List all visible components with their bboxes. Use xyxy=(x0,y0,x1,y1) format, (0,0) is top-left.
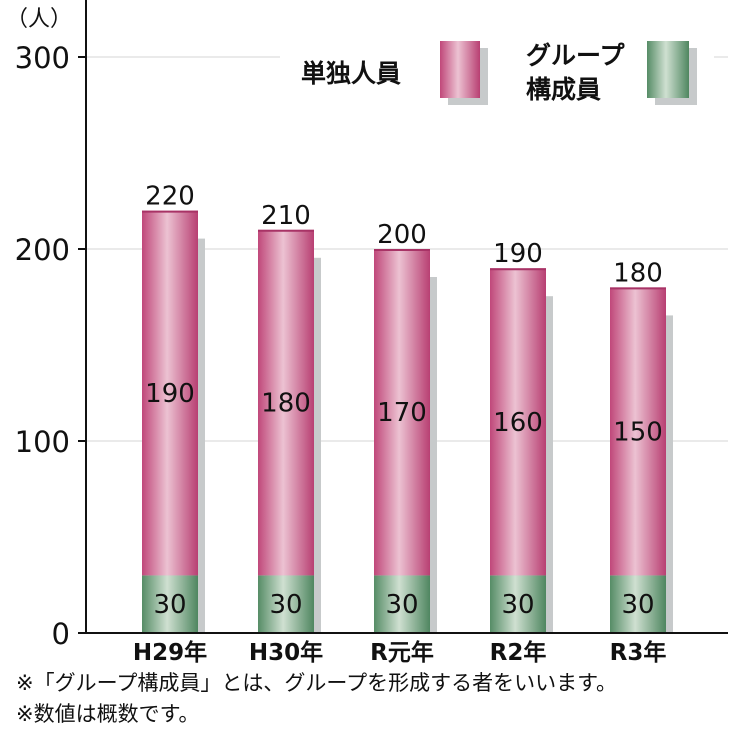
legend-box xyxy=(280,22,714,119)
legend: 単独人員 グループ 構成員 xyxy=(280,22,714,119)
bar-solo-label: 180 xyxy=(261,389,311,419)
bar-group-label: 30 xyxy=(269,590,302,620)
bar-segment-solo xyxy=(490,268,546,576)
legend-swatch-group xyxy=(647,41,689,98)
bar-group-label: 30 xyxy=(501,590,534,620)
legend-label-solo: 単独人員 xyxy=(301,59,401,88)
legend-label-group-line1: グループ xyxy=(526,41,626,70)
bar-segment-group xyxy=(610,575,666,633)
bar-total-label: 220 xyxy=(145,182,195,212)
bar-solo-label: 190 xyxy=(145,379,195,409)
y-tick-label: 0 xyxy=(52,617,70,651)
legend-label-group-line2: 構成員 xyxy=(526,75,601,104)
axes xyxy=(78,0,728,634)
x-tick-label: H29年 xyxy=(133,639,207,666)
bar-segment-group xyxy=(490,575,546,633)
stacked-bar-chart: （人） 0 100 200 300 220 190 30 H29年 210 180 30 H30年 20… xyxy=(6,0,728,666)
x-tick-label: R2年 xyxy=(490,639,547,666)
y-tick-label: 100 xyxy=(15,425,70,459)
legend-swatch-solo xyxy=(440,41,480,98)
bars xyxy=(142,210,666,633)
bar-segment-group xyxy=(258,575,314,633)
bar-solo-label: 160 xyxy=(493,408,543,438)
bar-segment-solo xyxy=(374,249,430,576)
bar-total-label: 210 xyxy=(261,201,311,231)
bar-segment-group xyxy=(142,575,198,633)
bar-total-label: 180 xyxy=(613,258,663,288)
x-tick-label: H30年 xyxy=(249,639,323,666)
bar-segment-group xyxy=(374,575,430,633)
bar-segment-solo xyxy=(142,210,198,576)
bar-segment-solo xyxy=(258,229,314,576)
labels: （人） 0 100 200 300 220 190 30 H29年 210 180 30 H30年 20… xyxy=(6,7,666,666)
unit-label: （人） xyxy=(6,7,72,32)
bar-segment-solo xyxy=(610,287,666,576)
y-tick-label: 200 xyxy=(15,233,70,267)
footnote-approximate: ※数値は概数です。 xyxy=(16,702,200,726)
x-tick-label: R元年 xyxy=(370,639,434,666)
footnote-group-definition: ※「グループ構成員」とは、グループを形成する者をいいます。 xyxy=(16,671,617,695)
bar-group-label: 30 xyxy=(153,590,186,620)
bar-total-label: 190 xyxy=(493,239,543,269)
footnotes: ※「グループ構成員」とは、グループを形成する者をいいます。 ※数値は概数です。 xyxy=(16,668,750,730)
y-tick-label: 300 xyxy=(15,41,70,75)
bar-solo-label: 170 xyxy=(377,398,427,428)
bar-group-label: 30 xyxy=(385,590,418,620)
bar-total-label: 200 xyxy=(377,220,427,250)
bar-solo-label: 150 xyxy=(613,417,663,447)
x-tick-label: R3年 xyxy=(610,639,667,666)
bar-group-label: 30 xyxy=(621,590,654,620)
